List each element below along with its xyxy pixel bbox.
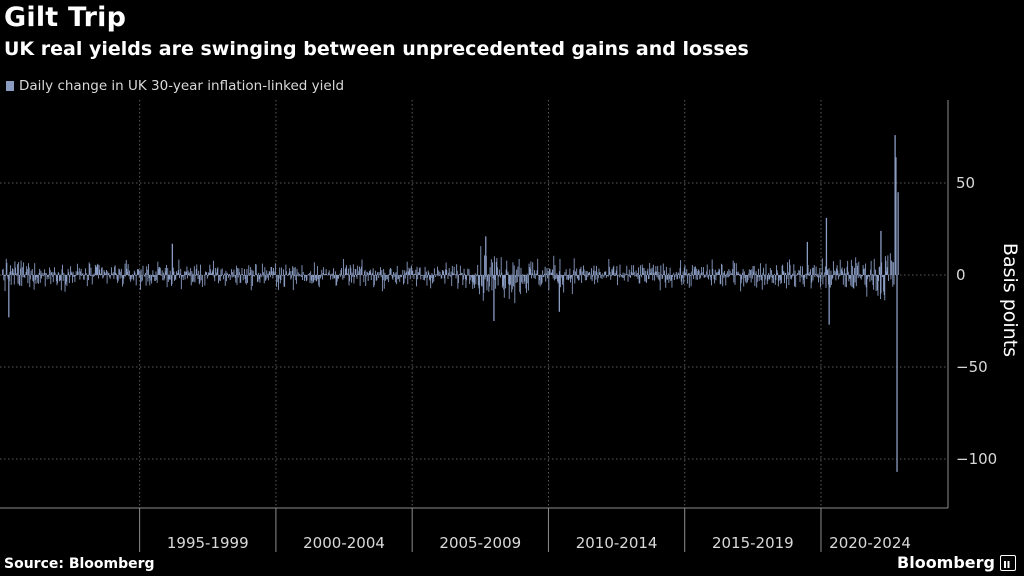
bloomberg-logo: Bloomberg [897, 553, 1016, 572]
y-tick-label: −50 [956, 358, 988, 376]
source-note: Source: Bloomberg [4, 556, 155, 572]
y-tick-label: 0 [956, 266, 966, 284]
y-axis-title: Basis points [999, 243, 1021, 357]
x-tick-label: 2015-2019 [712, 534, 794, 552]
chart-legend: Daily change in UK 30-year inflation-lin… [6, 78, 344, 94]
bars-layer [2, 135, 899, 472]
chart-title: Gilt Trip [4, 2, 127, 33]
x-tick-label: 2020-2024 [829, 534, 911, 552]
chart-subtitle: UK real yields are swinging between unpr… [4, 38, 749, 60]
x-tick-label: 1995-1999 [167, 534, 249, 552]
legend-label: Daily change in UK 30-year inflation-lin… [19, 78, 345, 94]
grid-layer [0, 100, 948, 508]
axis-layer: 50 0 −50 −100 1995-1999 2000-2004 2005-2009 201… [0, 100, 1021, 552]
x-tick-label: 2010-2014 [576, 534, 658, 552]
y-tick-label: −100 [956, 450, 997, 468]
legend-swatch [6, 81, 14, 91]
brand-name: Bloomberg [897, 553, 995, 572]
x-tick-label: 2005-2009 [439, 534, 521, 552]
y-tick-label: 50 [956, 174, 975, 192]
x-tick-label: 2000-2004 [303, 534, 385, 552]
bloomberg-chart-icon [1000, 554, 1016, 571]
